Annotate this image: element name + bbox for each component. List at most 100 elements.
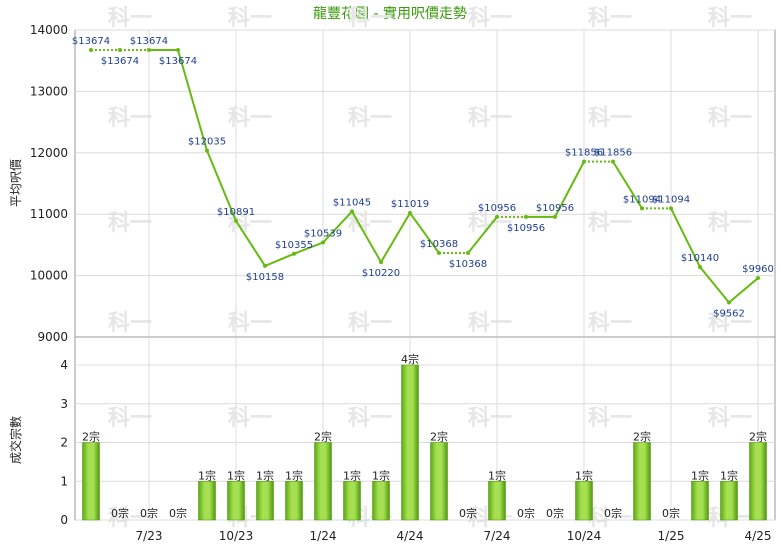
price-point [234,218,238,223]
price-point [118,48,122,53]
count-x-ticks: 7/23 10/23 1/24 4/24 7/24 10/24 1/25 4/25 [136,529,772,543]
count-bar [256,481,274,521]
count-bar [633,442,651,521]
price-line-segment [351,210,382,263]
count-data-label: 0宗 [662,506,680,520]
price-line-segment [467,216,498,254]
count-bar [430,442,448,521]
count-data-label: 0宗 [604,506,622,520]
price-point [756,276,760,281]
price-point [437,251,441,256]
count-data-label: 1宗 [198,468,216,482]
count-bar [372,481,390,521]
count-data-label: 1宗 [720,468,738,482]
watermark-text: 科一 [708,106,752,131]
price-point [176,48,180,53]
watermark-text: 科一 [108,211,152,236]
count-data-label: 0宗 [169,506,187,520]
price-data-label: $13674 [72,36,110,47]
watermark-text: 科一 [348,211,392,236]
x-tick-label: 7/24 [484,529,511,543]
count-bar [401,364,419,521]
count-data-label: 1宗 [343,468,361,482]
count-data-label: 0宗 [459,506,477,520]
watermark-text: 科一 [588,6,632,31]
price-data-label: $10220 [362,268,400,279]
price-point [495,214,499,219]
watermark-text: 科一 [708,311,752,336]
price-point [698,265,702,270]
watermark-text: 科一 [588,106,632,131]
price-line-segment [699,266,730,304]
price-point [350,209,354,214]
count-data-label: 1宗 [227,468,245,482]
count-data-label: 1宗 [488,468,506,482]
price-line-segment [670,207,701,268]
price-line-segment [380,212,411,263]
count-data-label: 1宗 [256,468,274,482]
price-data-label: $10158 [246,272,284,283]
price-data-label: $13674 [159,56,197,67]
price-line-segment [612,161,643,209]
watermark-text: 科一 [708,211,752,236]
price-y-tick-label: 11000 [30,207,68,221]
price-data-label: $10368 [449,259,487,270]
price-point [553,214,557,219]
watermark-text: 科一 [348,311,392,336]
price-data-label: $13674 [130,36,168,47]
count-data-label: 1宗 [285,468,303,482]
watermark-text: 科一 [588,406,632,431]
price-data-label: $10368 [420,239,458,250]
watermark-text: 科一 [588,211,632,236]
count-bar [227,481,245,521]
watermark-text: 科一 [228,106,272,131]
count-bars [82,364,767,521]
price-point [408,211,412,216]
x-tick-label: 7/23 [136,529,163,543]
price-line-segment [264,252,295,267]
count-data-label: 0宗 [111,506,129,520]
count-y-ticks: 0 1 2 3 4 [60,358,68,527]
watermark-text: 科一 [468,106,512,131]
count-bar [488,481,506,521]
count-data-labels: 2宗 0宗 0宗 0宗 1宗 1宗 1宗 1宗 2宗 1宗 1宗 4宗 2宗 0宗 1宗 0宗 0宗 1宗 0宗 2宗… [82,352,767,520]
count-plot-frame [74,336,776,521]
price-data-label: $9960 [742,264,774,275]
count-y-tick-label: 4 [60,358,68,372]
price-y-tick-label: 9000 [37,330,68,344]
count-bar [720,481,738,521]
watermark-text: 科一 [348,406,392,431]
price-plot-frame [74,29,776,338]
price-data-label: $11856 [594,148,632,159]
price-points [89,48,760,305]
count-data-label: 1宗 [691,468,709,482]
watermark-text: 科一 [228,406,272,431]
price-data-labels: $13674 $13674 $13674 $13674 $12035 $10891 $101… [72,36,774,319]
count-bar [343,481,361,521]
watermark-text: 科一 [228,311,272,336]
count-data-label: 2宗 [314,430,332,444]
watermark-text: 科一 [468,311,512,336]
count-bar [749,442,767,521]
count-y-tick-label: 1 [60,474,68,488]
count-data-label: 4宗 [401,352,419,366]
count-bar [691,481,709,521]
count-data-label: 2宗 [430,430,448,444]
price-line-segment [554,161,585,218]
count-data-label: 1宗 [575,468,593,482]
watermark-text: 科一 [348,106,392,131]
count-bar [285,481,303,521]
x-tick-label: 4/24 [397,529,424,543]
price-data-label: $11045 [333,197,371,208]
price-line-segment [206,150,237,222]
price-point [466,251,470,256]
price-point [582,159,586,164]
watermark-text: 科一 [108,506,152,531]
watermark-text: 科一 [108,106,152,131]
count-data-label: 0宗 [546,506,564,520]
watermark-text: 科一 [468,406,512,431]
price-y-tick-label: 12000 [30,146,68,160]
count-grid [75,337,775,521]
price-data-label: $11856 [565,148,603,159]
